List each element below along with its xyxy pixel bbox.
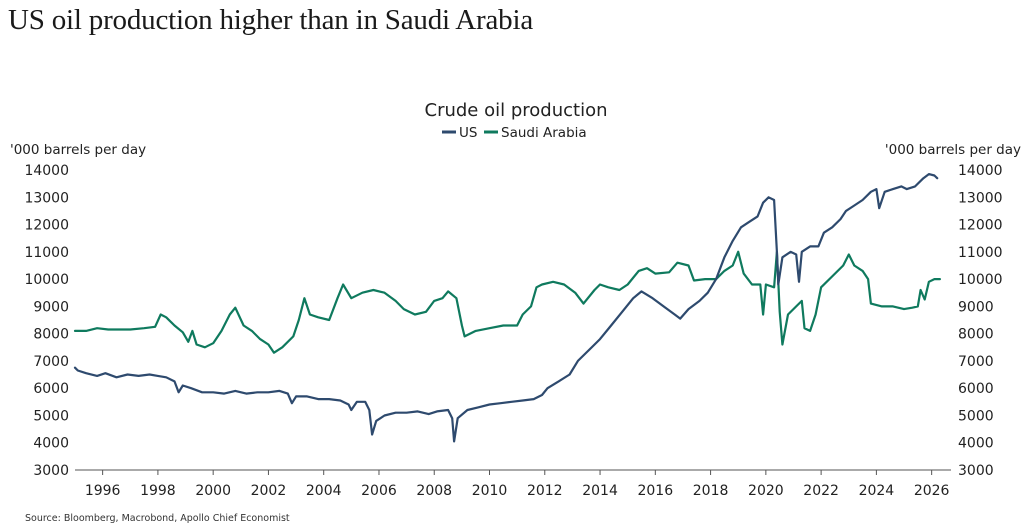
page-title: US oil production higher than in Saudi A…: [8, 4, 534, 36]
y-tick-label-left: 10000: [24, 272, 69, 288]
y-tick-label-left: 4000: [33, 436, 69, 452]
y-tick-label-right: 4000: [958, 436, 994, 452]
legend: US Saudi Arabia: [442, 125, 587, 141]
x-tick-label: 2022: [803, 483, 839, 499]
legend-label-us: US: [459, 125, 477, 141]
y-tick-label-right: 10000: [958, 272, 1003, 288]
y-tick-label-right: 5000: [958, 408, 994, 424]
y-tick-label-left: 14000: [24, 163, 69, 179]
y-tick-label-right: 6000: [958, 381, 994, 397]
x-tick-label: 2002: [251, 483, 287, 499]
y-ticks-right: 3000 4000 5000 6000 7000 8000 9000 10000 11000 12…: [958, 163, 1003, 479]
series-line-us: [73, 173, 939, 443]
x-tick-label: 2016: [637, 483, 673, 499]
x-tick-label: 2024: [859, 483, 895, 499]
x-axis: 1996 1998 2000 2002 2004 2006 2008 2010 2012 2014…: [75, 469, 951, 499]
y-tick-label-right: 13000: [958, 190, 1003, 206]
y-axis-label-right: '000 barrels per day: [885, 142, 1021, 158]
y-ticks-left: 3000 4000 5000 6000 7000 8000 9000 10000 11000 12…: [24, 163, 69, 479]
x-tick-label: 2008: [416, 483, 452, 499]
chart-title: Crude oil production: [425, 100, 608, 121]
x-tick-label: 2018: [693, 483, 729, 499]
y-tick-label-right: 14000: [958, 163, 1003, 179]
y-tick-label-left: 12000: [24, 218, 69, 234]
legend-label-saudi: Saudi Arabia: [501, 125, 587, 141]
y-tick-label-right: 7000: [958, 354, 994, 370]
x-tick-label: 2010: [472, 483, 508, 499]
x-tick-label: 2006: [361, 483, 397, 499]
y-tick-label-right: 9000: [958, 299, 994, 315]
y-tick-label-right: 3000: [958, 463, 994, 479]
y-tick-label-left: 9000: [33, 299, 69, 315]
x-tick-label: 2026: [914, 483, 950, 499]
source-note: Source: Bloomberg, Macrobond, Apollo Chi…: [25, 513, 290, 524]
x-tick-label: 2014: [582, 483, 618, 499]
y-tick-label-left: 5000: [33, 408, 69, 424]
y-tick-label-left: 3000: [33, 463, 69, 479]
y-tick-label-right: 8000: [958, 327, 994, 343]
y-tick-label-left: 11000: [24, 245, 69, 261]
y-tick-label-left: 7000: [33, 354, 69, 370]
x-tick-label: 2000: [195, 483, 231, 499]
y-tick-label-right: 11000: [958, 245, 1003, 261]
x-tick-label: 1996: [85, 483, 121, 499]
series-line-saudi-arabia: [73, 250, 941, 354]
series-lines: [73, 173, 941, 443]
y-tick-label-left: 8000: [33, 327, 69, 343]
y-tick-label-left: 13000: [24, 190, 69, 206]
y-tick-label-left: 6000: [33, 381, 69, 397]
x-tick-label: 2012: [527, 483, 563, 499]
x-tick-label: 2004: [306, 483, 342, 499]
y-axis-label-left: '000 barrels per day: [10, 142, 146, 158]
y-tick-label-right: 12000: [958, 218, 1003, 234]
x-tick-label: 1998: [140, 483, 176, 499]
x-tick-label: 2020: [748, 483, 784, 499]
